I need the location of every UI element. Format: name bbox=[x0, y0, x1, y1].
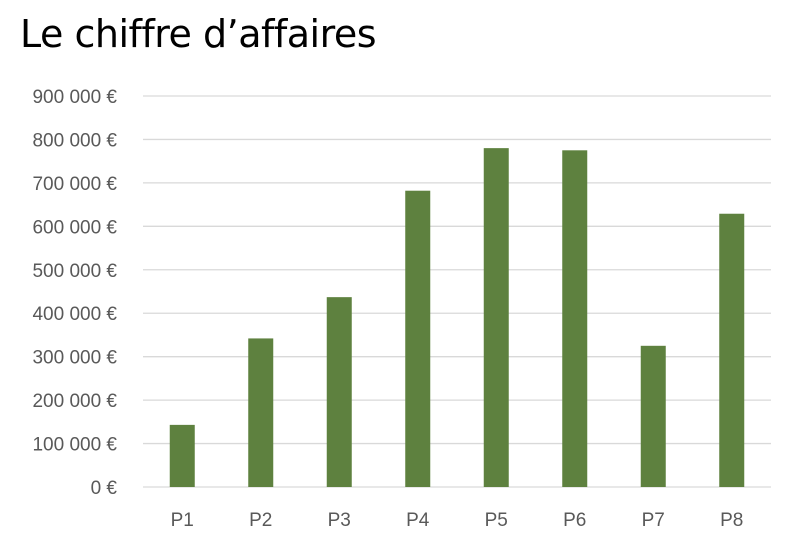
x-tick-label: P4 bbox=[406, 510, 430, 531]
x-tick-label: P3 bbox=[328, 510, 351, 531]
bar-p6 bbox=[562, 150, 588, 488]
x-tick-label: P2 bbox=[249, 510, 272, 531]
x-tick-label: P7 bbox=[642, 510, 665, 531]
bar-p3 bbox=[326, 297, 352, 487]
y-tick-label: 700 000 € bbox=[32, 174, 117, 195]
bar-p4 bbox=[405, 190, 431, 487]
y-tick-label: 800 000 € bbox=[32, 130, 117, 151]
y-tick-label: 900 000 € bbox=[32, 87, 117, 108]
y-tick-label: 500 000 € bbox=[32, 261, 117, 282]
bar-p8 bbox=[719, 213, 745, 488]
x-axis-ticks: P1 P2 P3 P4 P5 P6 P7 P8 bbox=[171, 510, 744, 531]
chart-title: Le chiffre d’affaires bbox=[20, 12, 377, 56]
bar-p7 bbox=[640, 345, 666, 487]
x-tick-label: P6 bbox=[563, 510, 586, 531]
bar-p2 bbox=[248, 338, 274, 487]
y-axis-ticks: 0 € 100 000 € 200 000 € 300 000 € 400 000 € 5… bbox=[32, 87, 117, 499]
gridlines bbox=[143, 95, 771, 488]
x-tick-label: P1 bbox=[171, 510, 194, 531]
x-tick-label: P5 bbox=[485, 510, 508, 531]
bar-p5 bbox=[483, 148, 509, 487]
bar-p1 bbox=[169, 424, 195, 487]
y-tick-label: 600 000 € bbox=[32, 217, 117, 238]
y-tick-label: 200 000 € bbox=[32, 391, 117, 412]
y-tick-label: 300 000 € bbox=[32, 348, 117, 369]
x-tick-label: P8 bbox=[720, 510, 743, 531]
y-tick-label: 400 000 € bbox=[32, 304, 117, 325]
y-tick-label: 100 000 € bbox=[32, 435, 117, 456]
bars bbox=[169, 148, 745, 488]
y-tick-label: 0 € bbox=[91, 478, 118, 499]
